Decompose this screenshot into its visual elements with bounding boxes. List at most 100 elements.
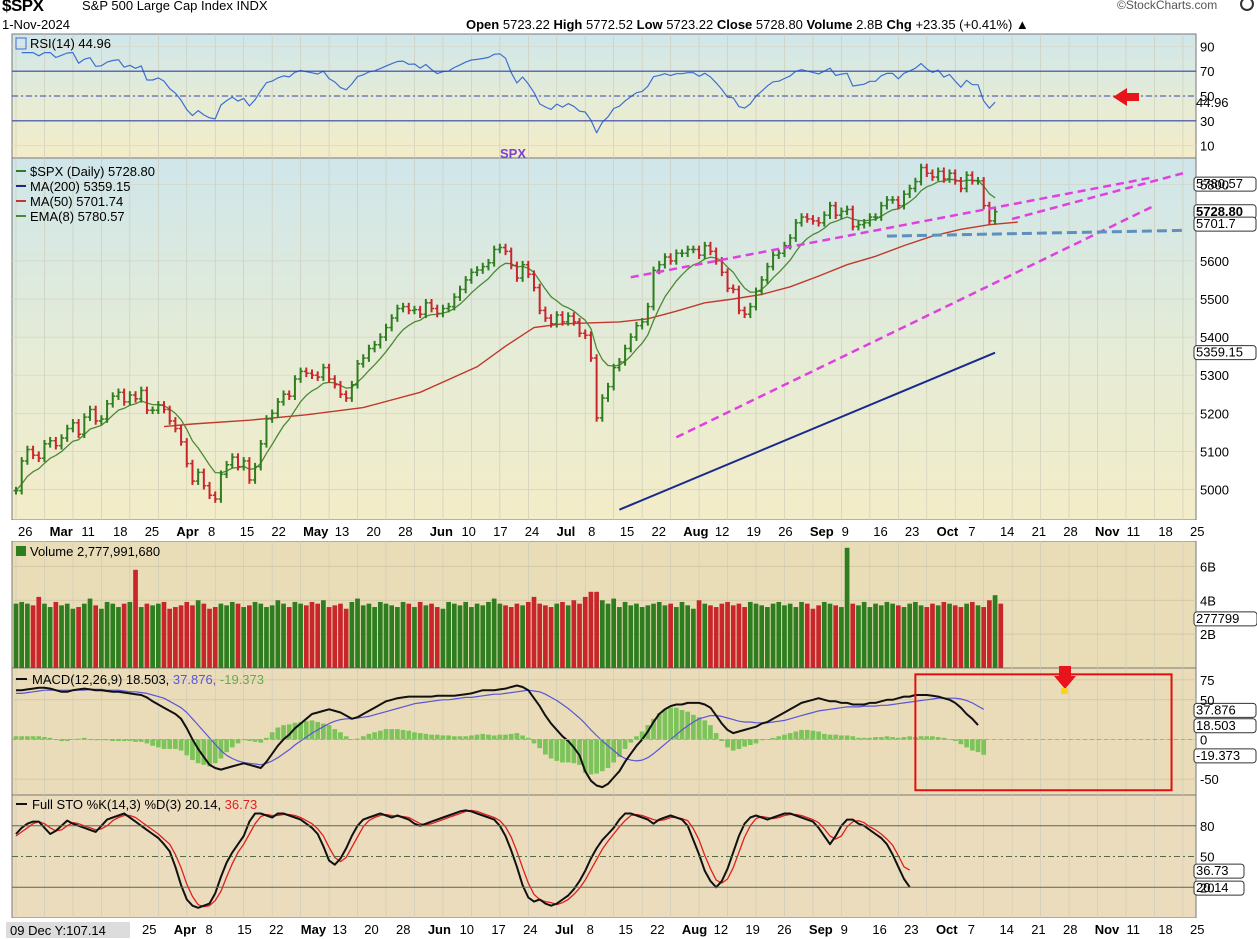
- volume-bar: [326, 607, 332, 668]
- x-axis-label: 15: [620, 524, 634, 539]
- x-axis-label: 8: [588, 524, 595, 539]
- price-legend-entry: MA(50) 5701.74: [30, 194, 123, 209]
- macd-hist-bar: [264, 737, 269, 740]
- macd-hist-bar: [747, 739, 753, 745]
- x-axis-label: Apr: [176, 524, 198, 539]
- macd-hist-bar: [975, 739, 981, 753]
- volume-bar: [873, 603, 878, 668]
- macd-hist-bar: [486, 734, 491, 740]
- volume-bar: [998, 603, 1004, 668]
- x-axis-label: 13: [335, 524, 349, 539]
- price-bar: [827, 201, 833, 219]
- wedge-lower-line: [675, 204, 1156, 439]
- price-bar: [411, 305, 417, 315]
- x-axis-label: Mar: [50, 524, 73, 539]
- price-bar: [577, 318, 583, 338]
- macd-hist-bar: [810, 730, 816, 740]
- price-value-label: 5359.15: [1196, 345, 1243, 360]
- x-axis-label: 28: [1063, 524, 1077, 539]
- bottom-axis-label: 13: [333, 922, 347, 937]
- macd-hist-bar: [662, 709, 668, 740]
- macd-value-box: [1193, 718, 1257, 734]
- macd-hist-bar: [104, 739, 110, 741]
- price-tick: 5500: [1200, 292, 1229, 307]
- price-bar: [474, 266, 480, 277]
- macd-hist-bar: [497, 734, 503, 740]
- price-legend-entry: $SPX (Daily) 5728.80: [30, 164, 155, 179]
- volume-bar: [736, 603, 742, 668]
- price-bar: [309, 369, 315, 380]
- volume-bar: [258, 603, 264, 668]
- globe-icon[interactable]: [1240, 0, 1254, 11]
- stochastic-tick: 50: [1200, 850, 1214, 865]
- price-bar: [559, 311, 565, 326]
- price-bar: [218, 470, 224, 503]
- price-bar: [690, 245, 696, 254]
- price-bar: [377, 333, 383, 349]
- macd-hist-bar: [918, 736, 924, 740]
- stochastic-k-line: [15, 809, 911, 909]
- macd-hist-bar: [873, 737, 878, 740]
- volume-bar: [486, 601, 491, 668]
- volume-bar: [474, 603, 480, 668]
- macd-hist-bar: [309, 720, 315, 740]
- x-axis-label: 21: [1032, 524, 1046, 539]
- price-bar: [702, 241, 708, 259]
- macd-hist-bar: [99, 739, 104, 741]
- macd-hist-bar: [383, 729, 389, 740]
- price-bar: [986, 201, 992, 225]
- price-bar: [337, 380, 343, 399]
- volume-tick: 4B: [1200, 593, 1216, 608]
- volume-bar: [195, 600, 201, 668]
- macd-hist-bar: [184, 739, 190, 756]
- macd-hist-bar: [178, 739, 184, 751]
- volume-bar: [639, 607, 645, 668]
- macd-hist-bar: [861, 737, 867, 740]
- macd-hist-bar: [878, 737, 884, 740]
- price-bar: [349, 380, 355, 402]
- price-bar: [964, 171, 970, 193]
- price-bar: [838, 207, 844, 219]
- macd-hist-bar: [332, 729, 338, 740]
- volume-bar: [861, 601, 867, 668]
- bottom-axis-label: 22: [650, 922, 664, 937]
- macd-hist-bar: [582, 739, 588, 773]
- volume-value-label: 277799: [1196, 611, 1239, 626]
- price-bar: [394, 304, 400, 322]
- macd-hist-bar: [508, 733, 514, 740]
- price-bar: [685, 245, 691, 258]
- volume-bar: [178, 605, 184, 668]
- macd-hist-bar: [281, 725, 286, 740]
- bottom-axis-label: Sep: [809, 922, 833, 937]
- stochastic-value-label: 36.73: [1196, 863, 1229, 878]
- volume-bar: [30, 605, 36, 668]
- volume-bar: [241, 607, 247, 668]
- macd-hist-bar: [395, 729, 400, 740]
- price-bar: [138, 386, 144, 403]
- price-bar: [167, 405, 173, 425]
- volume-bar: [958, 607, 964, 668]
- bottom-axis-label: 24: [523, 922, 537, 937]
- price-value-label: 5780.57: [1196, 176, 1243, 191]
- volume-bar: [281, 603, 286, 668]
- price-bar: [497, 243, 503, 254]
- x-axis-label: 7: [968, 524, 975, 539]
- bottom-axis-label: Aug: [682, 922, 707, 937]
- volume-bar: [429, 603, 434, 668]
- price-bar: [178, 424, 184, 446]
- volume-bar: [582, 596, 588, 668]
- macd-hist-bar: [25, 736, 30, 740]
- price-bar: [406, 302, 412, 315]
- macd-hist-bar: [121, 739, 127, 742]
- price-bar: [224, 460, 230, 479]
- price-bar: [730, 284, 736, 294]
- x-axis-band: [0, 520, 1257, 541]
- volume-bar: [343, 608, 349, 668]
- price-bar: [104, 399, 110, 423]
- brand[interactable]: ©StockCharts.com: [1117, 0, 1218, 12]
- volume-bar: [907, 603, 913, 668]
- macd-hist-bar: [116, 739, 121, 742]
- price-bar: [599, 394, 605, 422]
- price-bar: [588, 331, 594, 362]
